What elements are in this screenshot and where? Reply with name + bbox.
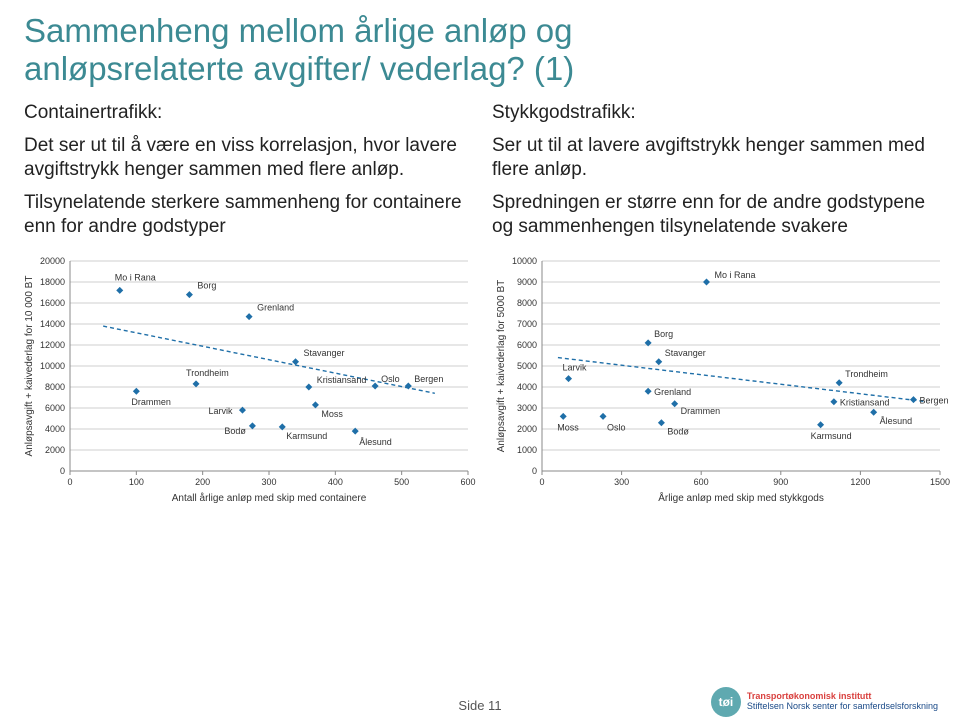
svg-text:Stavanger: Stavanger: [665, 348, 706, 358]
svg-text:Borg: Borg: [654, 329, 673, 339]
svg-text:Bodø: Bodø: [667, 427, 689, 437]
title-line1: Sammenheng mellom årlige anløp og: [24, 12, 572, 49]
svg-text:Grenland: Grenland: [257, 303, 294, 313]
charts-row: 0200040006000800010000120001400016000180…: [0, 249, 960, 505]
svg-text:600: 600: [460, 477, 475, 487]
left-p2: Tilsynelatende sterkere sammenheng for c…: [24, 191, 468, 239]
svg-text:500: 500: [394, 477, 409, 487]
svg-text:300: 300: [614, 477, 629, 487]
svg-text:Oslo: Oslo: [607, 422, 626, 432]
svg-text:Anløpsavgift + kaivederlag for: Anløpsavgift + kaivederlag for 5000 BT: [496, 280, 507, 453]
svg-text:Ålesund: Ålesund: [359, 437, 392, 447]
left-heading: Containertrafikk:: [24, 102, 468, 124]
svg-text:12000: 12000: [40, 340, 65, 350]
svg-text:0: 0: [60, 466, 65, 476]
svg-text:4000: 4000: [517, 382, 537, 392]
svg-text:Drammen: Drammen: [131, 397, 171, 407]
svg-text:600: 600: [694, 477, 709, 487]
svg-text:Stavanger: Stavanger: [304, 348, 345, 358]
svg-text:900: 900: [773, 477, 788, 487]
svg-text:Karmsund: Karmsund: [286, 431, 327, 441]
svg-text:300: 300: [261, 477, 276, 487]
svg-text:Moss: Moss: [557, 422, 579, 432]
left-column: Containertrafikk: Det ser ut til å være …: [24, 102, 468, 249]
page-number: Side 11: [458, 698, 501, 713]
svg-text:20000: 20000: [40, 256, 65, 266]
logo-badge: tøi: [711, 687, 741, 717]
right-p1: Ser ut til at lavere avgiftstrykk henger…: [492, 134, 936, 182]
svg-text:Karmsund: Karmsund: [811, 431, 852, 441]
svg-text:Moss: Moss: [321, 409, 343, 419]
logo-line2: Stiftelsen Norsk senter for samferdselsf…: [747, 702, 938, 712]
svg-text:Kristiansand: Kristiansand: [317, 375, 367, 385]
logo: tøi Transportøkonomisk institutt Stiftel…: [711, 687, 938, 717]
svg-text:7000: 7000: [517, 319, 537, 329]
svg-text:8000: 8000: [517, 298, 537, 308]
svg-text:Trondheim: Trondheim: [186, 368, 229, 378]
svg-text:Kristiansand: Kristiansand: [840, 398, 890, 408]
svg-text:Borg: Borg: [197, 280, 216, 290]
svg-text:10000: 10000: [512, 256, 537, 266]
svg-text:Ålesund: Ålesund: [880, 416, 913, 426]
svg-text:Mo i Rana: Mo i Rana: [715, 270, 756, 280]
svg-text:Larvik: Larvik: [208, 406, 233, 416]
right-p2: Spredningen er større enn for de andre g…: [492, 191, 936, 239]
svg-text:200: 200: [195, 477, 210, 487]
svg-text:Anløpsavgift + kaivederlag for: Anløpsavgift + kaivederlag for 10 000 BT: [24, 275, 35, 456]
svg-text:Larvik: Larvik: [563, 362, 588, 372]
svg-text:Antall årlige anløp med skip m: Antall årlige anløp med skip med contain…: [172, 492, 367, 504]
svg-text:0: 0: [532, 466, 537, 476]
svg-text:4000: 4000: [45, 424, 65, 434]
page-title: Sammenheng mellom årlige anløp og anløps…: [0, 0, 960, 96]
left-p1: Det ser ut til å være en viss korrelasjo…: [24, 134, 468, 182]
svg-text:Grenland: Grenland: [654, 387, 691, 397]
svg-text:2000: 2000: [45, 445, 65, 455]
svg-text:Bodø: Bodø: [224, 426, 246, 436]
chart-right-wrap: 0100020003000400050006000700080009000100…: [490, 253, 950, 505]
svg-text:Mo i Rana: Mo i Rana: [115, 272, 156, 282]
text-columns: Containertrafikk: Det ser ut til å være …: [0, 96, 960, 249]
svg-text:6000: 6000: [517, 340, 537, 350]
svg-text:400: 400: [328, 477, 343, 487]
svg-text:Drammen: Drammen: [681, 406, 721, 416]
svg-text:1200: 1200: [850, 477, 870, 487]
svg-text:3000: 3000: [517, 403, 537, 413]
svg-text:16000: 16000: [40, 298, 65, 308]
right-heading: Stykkgodstrafikk:: [492, 102, 936, 124]
svg-text:9000: 9000: [517, 277, 537, 287]
svg-text:Oslo: Oslo: [381, 374, 400, 384]
svg-text:6000: 6000: [45, 403, 65, 413]
svg-text:18000: 18000: [40, 277, 65, 287]
logo-text: Transportøkonomisk institutt Stiftelsen …: [747, 692, 938, 712]
svg-text:100: 100: [129, 477, 144, 487]
chart-left-wrap: 0200040006000800010000120001400016000180…: [18, 253, 478, 505]
chart-left: 0200040006000800010000120001400016000180…: [18, 253, 478, 505]
svg-text:1500: 1500: [930, 477, 950, 487]
svg-text:Årlige anløp med skip med styk: Årlige anløp med skip med stykkgods: [658, 491, 824, 504]
svg-text:Bergen: Bergen: [919, 395, 948, 405]
svg-text:0: 0: [67, 477, 72, 487]
svg-text:5000: 5000: [517, 361, 537, 371]
svg-text:Trondheim: Trondheim: [845, 369, 888, 379]
svg-text:14000: 14000: [40, 319, 65, 329]
svg-text:1000: 1000: [517, 445, 537, 455]
svg-text:Bergen: Bergen: [414, 374, 443, 384]
right-column: Stykkgodstrafikk: Ser ut til at lavere a…: [492, 102, 936, 249]
title-line2: anløpsrelaterte avgifter/ vederlag? (1): [24, 50, 574, 87]
svg-text:10000: 10000: [40, 361, 65, 371]
svg-text:2000: 2000: [517, 424, 537, 434]
chart-right: 0100020003000400050006000700080009000100…: [490, 253, 950, 505]
svg-text:8000: 8000: [45, 382, 65, 392]
svg-text:0: 0: [539, 477, 544, 487]
